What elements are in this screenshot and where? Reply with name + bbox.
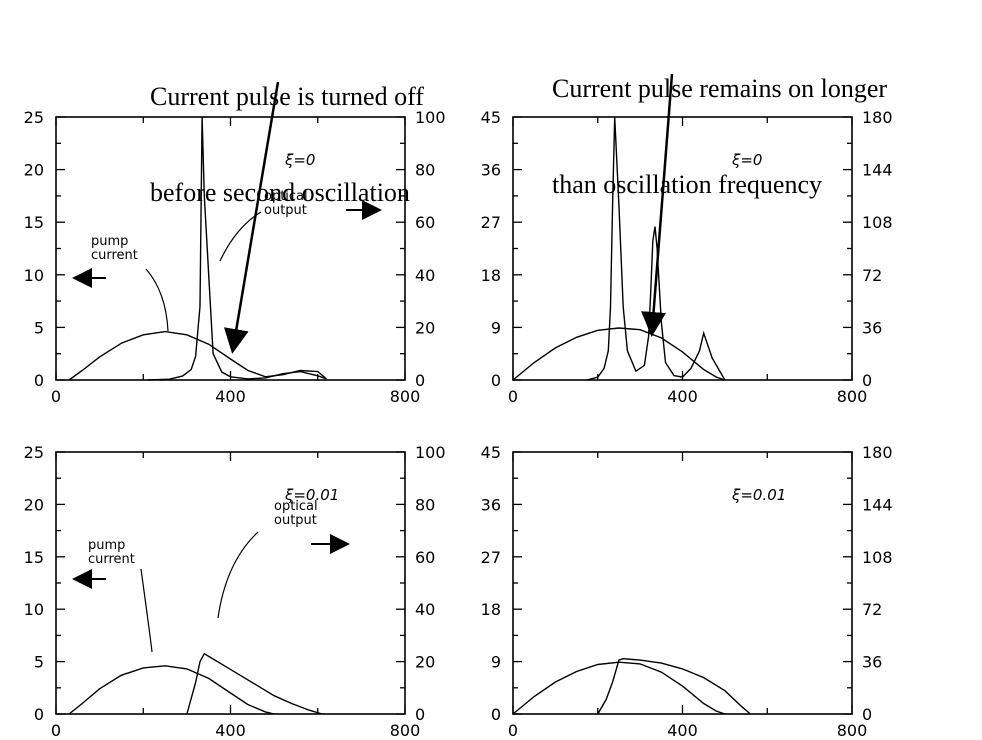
left-y-tick-label: 20 <box>24 161 44 180</box>
pump-current-label: pump <box>88 538 125 553</box>
plot-frame <box>55 451 406 715</box>
right-y-tick-label: 0 <box>415 371 425 390</box>
right-y-tick-label: 20 <box>415 318 435 337</box>
left-y-tick-label: 25 <box>24 108 44 127</box>
pump-current-leader <box>145 268 169 332</box>
x-tick-label: 800 <box>837 387 868 406</box>
pump-current-line <box>512 661 726 715</box>
right-y-tick-label: 36 <box>862 653 882 672</box>
right-y-tick-label: 144 <box>862 495 893 514</box>
x-tick-label: 800 <box>390 721 421 740</box>
left-y-tick-label: 10 <box>24 600 44 619</box>
callout-left-line-1: Current pulse is turned off <box>150 82 424 111</box>
right-y-tick-label: 80 <box>415 161 435 180</box>
plot-frame <box>512 451 853 715</box>
callout-right: Current pulse remains on longer than osc… <box>552 9 887 233</box>
pump-current-line <box>512 327 726 381</box>
callout-left: Current pulse is turned off before secon… <box>150 17 424 241</box>
left-y-tick-label: 5 <box>34 318 44 337</box>
xi-annotation: ξ=0.01 <box>284 486 339 504</box>
chart-bottom-left: 0 5 10 15 20 25 0 20 40 60 80 100 0 400 800 ξ=0.01 pumpc… <box>24 443 446 740</box>
left-y-tick-label: 18 <box>481 600 501 619</box>
left-y-tick-label: 18 <box>481 266 501 285</box>
right-y-tick-label: 144 <box>862 161 893 180</box>
left-y-tick-label: 27 <box>481 213 501 232</box>
optical-output-leader <box>219 211 262 262</box>
left-y-tick-label: 25 <box>24 443 44 462</box>
optical-output-line <box>186 652 323 715</box>
x-tick-label: 400 <box>667 387 698 406</box>
right-y-tick-label: 72 <box>862 600 882 619</box>
right-y-tick-label: 180 <box>862 108 893 127</box>
right-y-tick-label: 36 <box>862 318 882 337</box>
x-tick-label: 400 <box>215 387 246 406</box>
x-tick-label: 0 <box>51 721 61 740</box>
x-tick-label: 800 <box>390 387 421 406</box>
right-y-tick-label: 60 <box>415 213 435 232</box>
optical-output-label: output <box>274 513 317 528</box>
left-y-tick-label: 45 <box>481 108 501 127</box>
plot-frame <box>512 116 853 381</box>
optical-output-line <box>587 116 726 381</box>
right-y-tick-label: 180 <box>862 443 893 462</box>
right-y-tick-label: 60 <box>415 548 435 567</box>
x-tick-label: 0 <box>51 387 61 406</box>
optical-output-label: optical <box>274 499 318 514</box>
chart-top-left: 0 5 10 15 20 25 0 20 40 60 80 100 0 400 800 ξ=0 pumpcurr… <box>24 108 446 406</box>
right-y-tick-label: 108 <box>862 213 893 232</box>
left-y-tick-label: 20 <box>24 495 44 514</box>
pump-current-label: current <box>88 552 135 567</box>
right-y-tick-label: 20 <box>415 653 435 672</box>
pump-current-label: current <box>91 248 138 263</box>
chart-bottom-right: 0 9 18 27 36 45 0 36 72 108 144 180 0 400 800 ξ=0.01 <box>481 443 893 740</box>
x-tick-label: 0 <box>508 721 518 740</box>
right-y-tick-label: 100 <box>415 108 446 127</box>
right-y-tick-label: 0 <box>862 705 872 724</box>
right-y-tick-label: 0 <box>862 371 872 390</box>
left-y-tick-label: 5 <box>34 653 44 672</box>
optical-output-label: optical <box>264 189 308 204</box>
xi-annotation: ξ=0.01 <box>731 486 786 504</box>
pump-current-label: pump <box>91 234 128 249</box>
callout-right-line-1: Current pulse remains on longer <box>552 74 888 103</box>
left-y-tick-label: 27 <box>481 548 501 567</box>
right-y-tick-label: 80 <box>415 495 435 514</box>
left-y-tick-label: 15 <box>24 213 44 232</box>
xi-annotation: ξ=0 <box>284 151 315 169</box>
left-y-tick-label: 36 <box>481 495 501 514</box>
left-y-tick-label: 0 <box>34 705 44 724</box>
x-tick-label: 800 <box>837 721 868 740</box>
optical-output-line <box>597 657 751 715</box>
left-y-tick-label: 9 <box>491 318 501 337</box>
right-y-tick-label: 72 <box>862 266 882 285</box>
left-y-tick-label: 0 <box>34 371 44 390</box>
left-y-tick-label: 0 <box>491 371 501 390</box>
xi-annotation: ξ=0 <box>731 151 762 169</box>
pump-current-line <box>68 665 275 715</box>
right-y-tick-label: 100 <box>415 443 446 462</box>
callout-right-line-2: than oscillation frequency <box>552 170 823 199</box>
right-y-tick-label: 40 <box>415 266 435 285</box>
chart-top-right: 0 9 18 27 36 45 0 36 72 108 144 180 0 400 800 ξ=0 <box>481 108 893 406</box>
left-y-tick-label: 10 <box>24 266 44 285</box>
right-y-tick-label: 0 <box>415 705 425 724</box>
optical-output-label: output <box>264 203 307 218</box>
callout-right-arrow <box>641 73 674 337</box>
x-tick-label: 400 <box>215 721 246 740</box>
left-y-tick-label: 45 <box>481 443 501 462</box>
optical-output-leader <box>217 531 259 619</box>
x-tick-label: 0 <box>508 387 518 406</box>
left-y-tick-label: 9 <box>491 653 501 672</box>
pump-current-leader <box>140 568 153 653</box>
left-y-tick-label: 36 <box>481 161 501 180</box>
optical-output-line <box>147 116 327 381</box>
x-tick-label: 400 <box>667 721 698 740</box>
right-y-tick-label: 40 <box>415 600 435 619</box>
left-y-tick-label: 0 <box>491 705 501 724</box>
left-y-tick-label: 15 <box>24 548 44 567</box>
right-y-tick-label: 108 <box>862 548 893 567</box>
